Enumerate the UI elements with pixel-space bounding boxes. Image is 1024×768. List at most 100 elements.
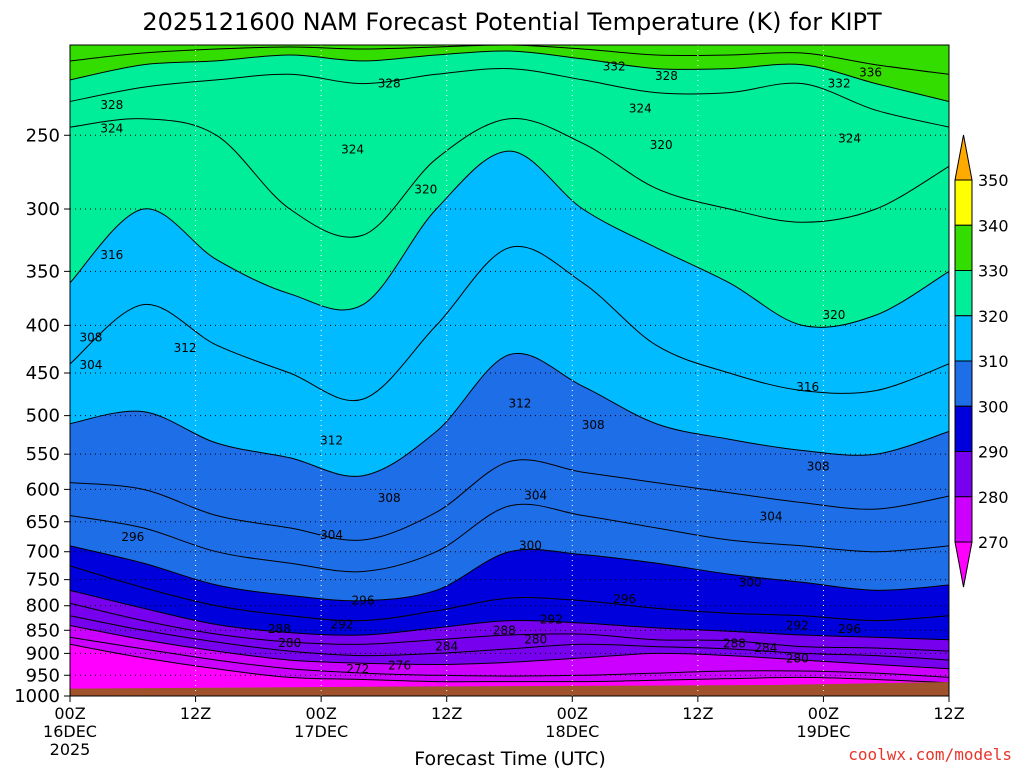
contour-label-31: 292	[331, 618, 354, 632]
colorbar-label-350: 350	[978, 171, 1009, 190]
colorbar-swatch-0	[954, 179, 973, 226]
y-tick-label-250: 250	[26, 125, 60, 146]
contour-label-44: 276	[388, 658, 411, 672]
x-tick-label-6: 00Z	[808, 704, 839, 723]
contour-label-35: 288	[268, 622, 291, 636]
y-tick-label-750: 750	[26, 570, 60, 591]
y-axis: 2503003504004505005506006507007508008509…	[14, 125, 70, 707]
y-tick-label-500: 500	[26, 406, 60, 427]
y-tick-label-400: 400	[26, 315, 60, 336]
colorbar-label-300: 300	[978, 397, 1009, 416]
colorbar-swatch-2	[954, 270, 973, 317]
y-tick-label-550: 550	[26, 444, 60, 465]
terrain-below-surface	[70, 682, 949, 696]
x-tick-label-2: 00Z	[305, 704, 336, 723]
contour-label-19: 308	[582, 418, 605, 432]
contour-label-12: 316	[100, 248, 123, 262]
colorbar-swatch-4	[954, 360, 973, 407]
contour-line-288	[70, 602, 949, 652]
contour-label-0: 328	[100, 98, 123, 112]
contour-label-34: 296	[838, 622, 861, 636]
colorbar-label-270: 270	[978, 533, 1009, 552]
x-tick-label-1: 12Z	[180, 704, 211, 723]
x-tick-label-5: 12Z	[682, 704, 713, 723]
contour-line-316	[70, 245, 949, 402]
x-tick-label-7: 12Z	[933, 704, 964, 723]
contour-lines	[70, 45, 949, 684]
colorbar-label-280: 280	[978, 488, 1009, 507]
y-tick-label-450: 450	[26, 363, 60, 384]
y-tick-label-1000: 1000	[14, 686, 60, 707]
colorbar-label-310: 310	[978, 352, 1009, 371]
contour-label-29: 296	[352, 594, 375, 608]
contour-label-30: 296	[613, 592, 636, 606]
contour-label-27: 300	[519, 538, 542, 552]
contour-label-28: 300	[739, 575, 762, 589]
colorbar-swatch-1	[954, 224, 973, 271]
contour-line-336	[70, 45, 949, 75]
x-date-label-0: 16DEC	[43, 722, 97, 741]
contour-line-296	[70, 565, 949, 622]
contour-label-25: 304	[320, 528, 343, 542]
chart-title: 2025121600 NAM Forecast Potential Temper…	[142, 8, 882, 36]
contour-label-37: 280	[278, 636, 301, 650]
y-tick-label-900: 900	[26, 643, 60, 664]
contour-label-42: 280	[786, 652, 809, 666]
plot-area: 328 324 328 324 332 328 324 320 332 336 324 320 316 3…	[70, 45, 949, 696]
x-tick-label-0: 00Z	[54, 704, 85, 723]
contour-label-1: 324	[100, 122, 123, 136]
colorbar-swatch-7	[954, 496, 973, 543]
contour-label-32: 292	[540, 613, 563, 627]
contour-line-312	[70, 352, 949, 477]
colorbar-label-320: 320	[978, 307, 1009, 326]
contour-line-308	[70, 459, 949, 541]
y-tick-label-950: 950	[26, 665, 60, 686]
contour-label-21: 308	[807, 459, 830, 473]
colorbar-swatch-6	[954, 451, 973, 498]
contour-label-17: 316	[796, 380, 819, 394]
contour-label-26: 296	[121, 530, 144, 544]
x-date-label-2: 17DEC	[294, 722, 348, 741]
y-tick-label-800: 800	[26, 596, 60, 617]
x-tick-label-3: 12Z	[431, 704, 462, 723]
credit-text: coolwx.com/models	[848, 745, 1012, 764]
contour-label-23: 308	[378, 491, 401, 505]
colorbar-label-290: 290	[978, 443, 1009, 462]
contour-label-43: 272	[346, 662, 369, 676]
contour-line-320	[70, 150, 949, 328]
contour-label-6: 324	[629, 102, 652, 116]
contour-label-15: 312	[174, 341, 197, 355]
y-tick-label-650: 650	[26, 512, 60, 533]
band-above-332	[70, 45, 949, 102]
x-axis-label: Forecast Time (UTC)	[414, 748, 605, 768]
contour-label-13: 320	[822, 308, 845, 322]
x-date-label-4: 18DEC	[545, 722, 599, 741]
contour-label-10: 324	[838, 131, 861, 145]
colorbar-legend: 270 280 290 300 310 320 330 340 350	[954, 134, 1009, 588]
contour-line-292	[70, 589, 949, 641]
contour-label-41: 284	[754, 641, 777, 655]
contour-label-33: 292	[786, 618, 809, 632]
colorbar-label-340: 340	[978, 216, 1009, 235]
plot-frame	[69, 44, 950, 697]
band-above-336	[70, 45, 949, 75]
contour-label-3: 324	[341, 143, 364, 157]
contour-line-300	[70, 545, 949, 602]
contour-label-8: 332	[828, 77, 851, 91]
contour-label-20: 312	[320, 434, 343, 448]
y-tick-label-850: 850	[26, 620, 60, 641]
contour-label-22: 304	[524, 488, 547, 502]
contour-label-24: 304	[760, 510, 783, 524]
contour-label-39: 284	[435, 640, 458, 654]
contour-line-304	[70, 503, 949, 573]
grid-lines	[70, 45, 949, 696]
contour-label-36: 288	[493, 624, 516, 638]
contour-line-280	[70, 625, 949, 670]
colorbar-swatch-5	[954, 405, 973, 452]
temperature-bands	[70, 45, 949, 683]
contour-label-2: 328	[378, 77, 401, 91]
contour-labels: 328 324 328 324 332 328 324 320 332 336 324 320 316 3…	[79, 60, 881, 677]
x-date-label-6: 19DEC	[796, 722, 850, 741]
